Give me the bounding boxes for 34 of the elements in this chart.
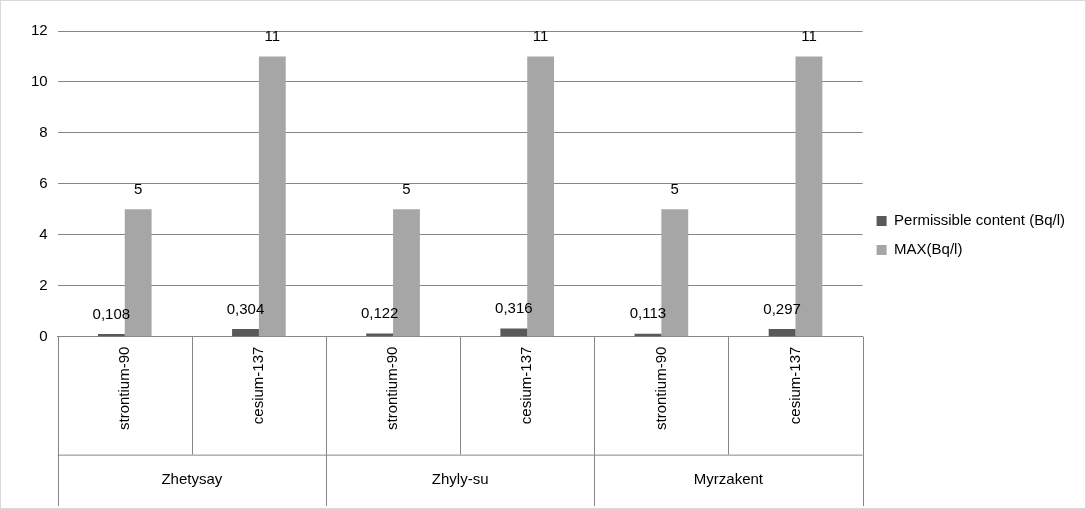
- bar: [768, 329, 796, 337]
- bar: [500, 328, 528, 337]
- x-tick-label: strontium-90: [114, 346, 132, 431]
- data-label: 11: [801, 27, 817, 45]
- text: Myrzakent: [693, 470, 764, 488]
- y-tick-label: 8: [39, 123, 48, 141]
- data-label: 11: [532, 27, 549, 45]
- y-tick-label: 0: [39, 326, 48, 344]
- data-label: 5: [402, 179, 411, 197]
- data-label: 0,113: [629, 304, 667, 322]
- y-tick-label: 10: [31, 72, 48, 90]
- data-label: 5: [134, 179, 143, 197]
- x-tick-label: cesium-137: [249, 346, 267, 425]
- y-tick-label: 12: [31, 21, 48, 39]
- x-tick-label: cesium-137: [517, 346, 535, 425]
- x-tick-label: strontium-90: [651, 346, 669, 431]
- x-tick-label: strontium-90: [383, 346, 401, 431]
- bar: [97, 333, 125, 337]
- data-label: 0,316: [495, 299, 533, 317]
- y-tick-label: 4: [39, 224, 48, 242]
- legend-label: Permissible content (Bq/l): [894, 211, 1066, 229]
- y-tick-label: 2: [39, 275, 48, 293]
- data-label: 0,122: [360, 304, 399, 322]
- x-tick-label: cesium-137: [785, 346, 803, 425]
- data-label: 11: [264, 27, 281, 45]
- bar: [232, 328, 259, 337]
- data-label: 0,304: [226, 299, 265, 317]
- text: Zhetysay: [161, 470, 223, 488]
- legend-label: MAX(Bq/l): [894, 240, 963, 258]
- data-label: 5: [670, 179, 679, 197]
- y-tick-label: 6: [39, 173, 48, 191]
- data-label: 0,297: [763, 299, 801, 317]
- text: Zhyly-su: [431, 470, 489, 488]
- data-label: 0,108: [92, 304, 131, 322]
